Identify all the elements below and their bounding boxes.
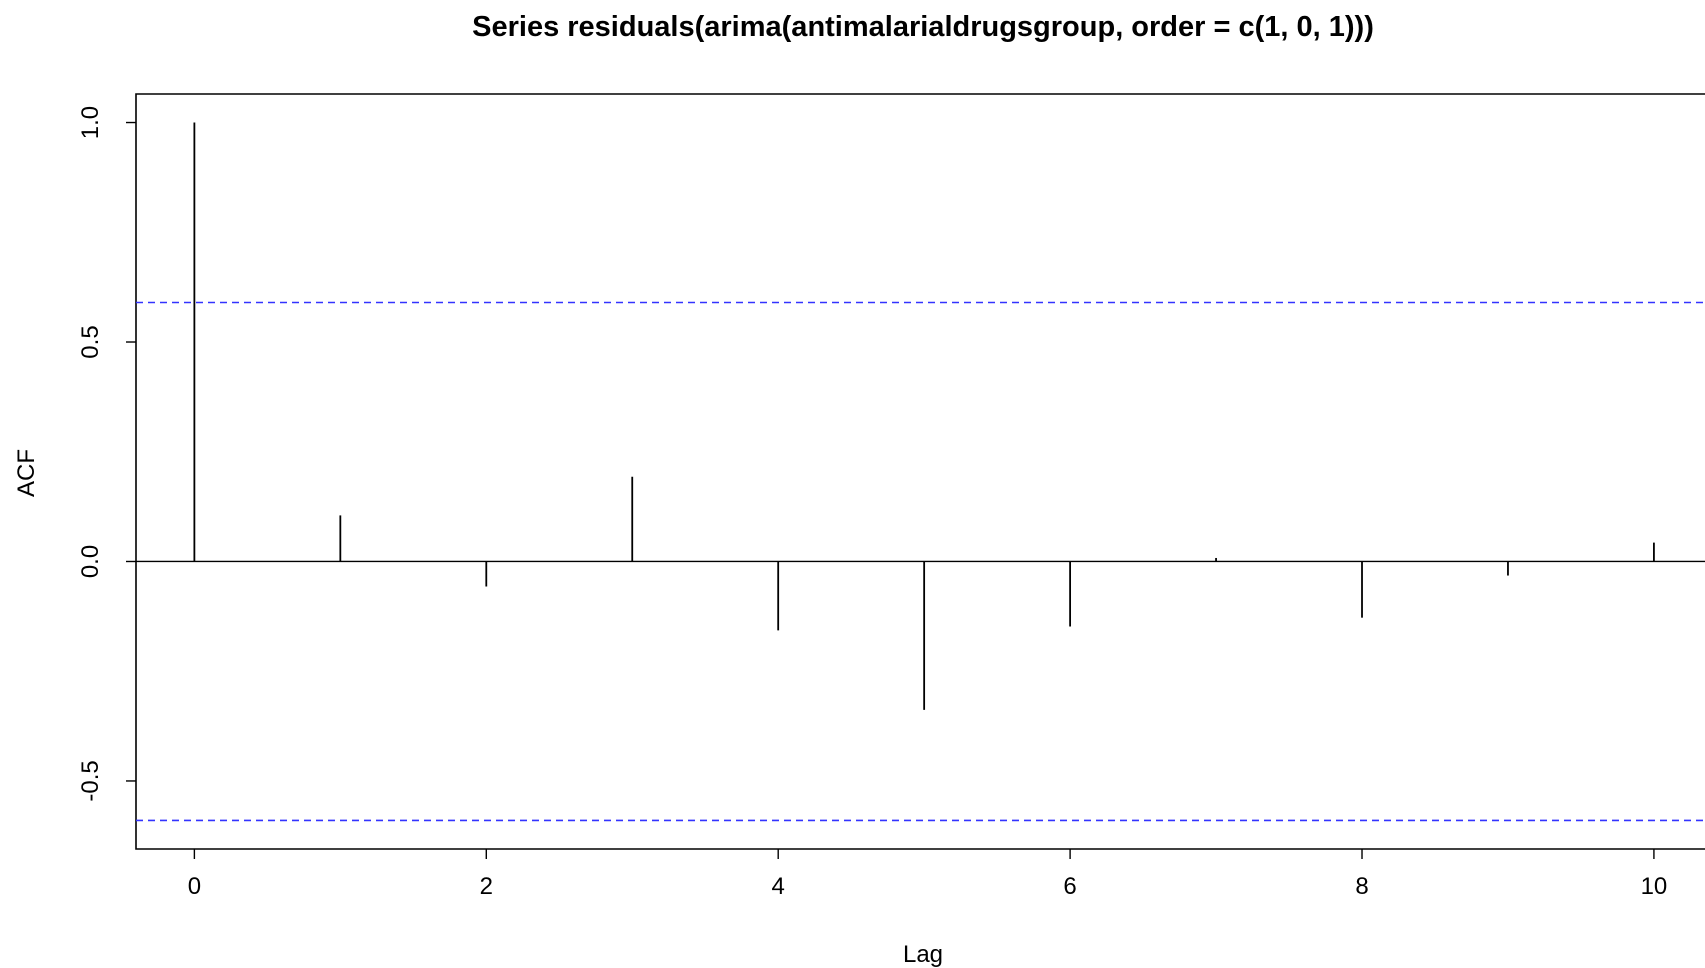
x-tick-label: 0 xyxy=(188,873,201,900)
y-tick-label: 1.0 xyxy=(77,106,104,139)
x-tick-label: 6 xyxy=(1063,873,1076,900)
y-tick-label: 0.5 xyxy=(77,325,104,358)
y-axis-label: ACF xyxy=(13,449,40,497)
x-tick-label: 8 xyxy=(1355,873,1368,900)
plot-area: 0 2 4 6 8 10 -0.5 0.0 0.5 1.0 xyxy=(77,93,1705,900)
chart-title: Series residuals(arima(antimalarialdrugs… xyxy=(472,11,1374,43)
y-tick-label: -0.5 xyxy=(77,760,104,801)
x-tick-label: 10 xyxy=(1641,873,1668,900)
y-tick-label: 0.0 xyxy=(77,545,104,578)
x-axis-label: Lag xyxy=(903,941,943,968)
plot-frame xyxy=(135,93,1705,850)
x-tick-label: 2 xyxy=(480,873,493,900)
x-tick-label: 4 xyxy=(772,873,785,900)
